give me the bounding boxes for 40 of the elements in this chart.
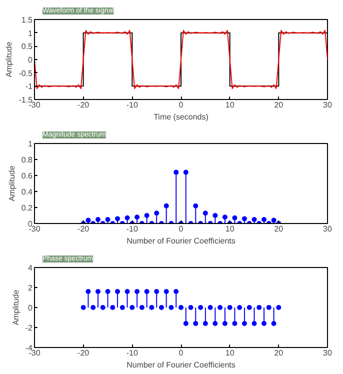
y-tick-label: 0.2: [21, 204, 34, 212]
x-tick-label: -20: [78, 100, 90, 110]
y-tick-label: 1: [28, 140, 34, 148]
y-tick-label: 4: [28, 264, 34, 272]
x-axis-title: Time (seconds): [154, 112, 209, 122]
x-axis-title: Number of Fourier Coefficients: [126, 360, 236, 370]
x-tick-label: 0: [178, 348, 184, 358]
x-tick-label: 0: [178, 224, 184, 234]
y-tick-label: 0: [28, 304, 34, 312]
y-tick-label: 1.5: [21, 16, 34, 24]
y-tick-label: 0.4: [21, 188, 34, 196]
x-tick-label: 30: [323, 224, 332, 234]
x-tick-label: 10: [225, 224, 235, 234]
y-axis-title: Amplitude: [7, 165, 16, 202]
x-tick-label: 10: [225, 348, 235, 358]
y-tick-label: -2: [25, 324, 34, 332]
y-tick-label: -1: [25, 82, 34, 92]
y-tick-label: 0.5: [21, 42, 34, 52]
y-tick-label: 0: [28, 56, 34, 64]
x-tick-label: 30: [323, 100, 332, 110]
y-tick-label: 0.8: [21, 156, 34, 164]
x-tick-label: 20: [274, 224, 284, 234]
x-tick-label: 10: [225, 100, 235, 110]
x-tick-label: 0: [178, 100, 184, 110]
x-tick-label: -10: [126, 224, 138, 234]
x-tick-label: 20: [274, 348, 284, 358]
x-tick-label: -10: [126, 100, 138, 110]
x-tick-label: -10: [126, 348, 138, 358]
x-tick-label: -20: [78, 224, 90, 234]
x-tick-label: -30: [28, 224, 41, 234]
x-axis-title: Number of Fourier Coefficients: [126, 236, 236, 246]
x-tick-label: 20: [274, 100, 284, 110]
y-tick-label: 1: [28, 28, 34, 38]
x-tick-label: 30: [323, 348, 332, 358]
y-axis-title: Amplitude: [11, 289, 20, 326]
y-tick-label: 2: [28, 284, 34, 292]
y-tick-label: 0.6: [21, 172, 34, 180]
y-axis-title: Amplitude: [4, 41, 14, 78]
y-tick-label: -0.5: [18, 68, 34, 78]
x-tick-label: -20: [78, 348, 90, 358]
